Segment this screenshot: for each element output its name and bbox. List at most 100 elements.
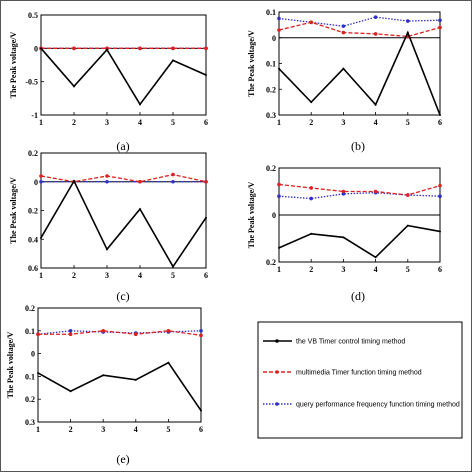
subfigure-caption: (c) (116, 289, 129, 303)
data-point (139, 208, 141, 211)
data-point (205, 216, 207, 219)
data-point (278, 246, 280, 249)
series-line-query-performance (278, 192, 441, 200)
series-line-vb-timer (40, 47, 207, 106)
x-tick-label: 6 (438, 265, 442, 274)
y-tick-label: 0.1 (266, 60, 276, 69)
data-point (73, 180, 75, 183)
x-tick-label: 2 (72, 118, 76, 127)
data-point (199, 333, 203, 338)
data-point (309, 20, 314, 25)
y-tick-label: 0.6 (28, 264, 38, 273)
data-point (139, 103, 141, 106)
data-point (406, 19, 410, 23)
series-line-query-performance (278, 16, 441, 27)
data-point (68, 329, 73, 333)
x-tick-label: 3 (105, 271, 109, 280)
x-tick-label: 1 (39, 118, 43, 127)
x-tick-label: 2 (309, 118, 313, 127)
data-point (406, 193, 410, 197)
data-point (68, 332, 73, 337)
subfigure-caption: (d) (351, 289, 365, 303)
data-point (373, 32, 378, 36)
series-line-vb-timer (37, 361, 202, 412)
plot-area-a (40, 14, 207, 116)
data-point (40, 47, 42, 50)
data-point (205, 74, 207, 76)
data-point (341, 24, 346, 28)
y-tick-label: 0.2 (28, 207, 38, 216)
y-axis-label: The Peak voltage/V (247, 30, 256, 97)
y-tick-label: -1 (31, 111, 38, 120)
data-point (172, 265, 174, 268)
data-point (438, 194, 442, 198)
plot-area-c (40, 152, 207, 269)
y-tick-label: 0 (34, 44, 38, 53)
data-point (406, 31, 409, 34)
series-line-vb-timer (40, 179, 207, 269)
data-point (73, 85, 75, 88)
legend-marker-0 (275, 339, 279, 343)
data-point (310, 101, 313, 104)
data-point (342, 236, 345, 239)
y-tick-label: 0.2 (28, 149, 38, 158)
data-point (438, 18, 442, 23)
x-tick-label: 3 (101, 425, 105, 434)
data-point (40, 236, 42, 239)
plot-area-b (278, 11, 441, 116)
x-tick-label: 4 (138, 118, 142, 127)
data-point (72, 46, 76, 51)
data-point (341, 30, 346, 35)
data-point (373, 15, 378, 19)
data-point (39, 174, 43, 178)
data-point (102, 374, 105, 377)
data-point (39, 179, 43, 184)
y-tick-label: 0.1 (25, 327, 35, 336)
x-tick-label: 4 (138, 271, 142, 280)
data-point (277, 182, 281, 187)
y-tick-label: 0.1 (266, 8, 276, 17)
series-line-multimedia-timer (40, 173, 207, 183)
data-point (277, 194, 281, 198)
data-point (171, 46, 175, 51)
x-tick-label: 1 (277, 265, 281, 274)
data-point (106, 48, 108, 51)
x-tick-label: 3 (341, 118, 345, 127)
data-point (138, 46, 142, 51)
y-axis-label: The Peak voltage/V (9, 31, 18, 98)
data-point (278, 67, 280, 70)
x-tick-label: 5 (406, 265, 410, 274)
subfigure-caption: (b) (351, 139, 365, 153)
data-point (167, 361, 170, 364)
y-tick-label: 0.2 (25, 304, 35, 313)
data-point (438, 25, 442, 30)
x-tick-label: 1 (39, 271, 43, 280)
y-tick-label: 0.3 (266, 111, 276, 120)
y-tick-label: 0.2 (266, 258, 276, 267)
y-axis-label: The Peak voltage/V (6, 331, 15, 398)
x-tick-label: 2 (309, 265, 313, 274)
y-tick-label: 0.2 (266, 85, 276, 94)
data-point (342, 67, 345, 70)
subfigure-caption: (e) (116, 452, 129, 466)
series-line-multimedia-timer (278, 21, 441, 38)
y-tick-label: 0 (272, 211, 276, 220)
data-point (36, 332, 40, 337)
data-point (204, 46, 208, 51)
chart-c: 0.2 0 0.2 0.4 0.61 2 3 4 5 6 The Peak voltage/V (c) (9, 149, 208, 303)
data-point (37, 371, 39, 374)
series-line-vb-timer (278, 30, 441, 116)
data-point (105, 179, 109, 184)
y-tick-label: -0.5 (25, 78, 38, 87)
y-tick-label: 0.2 (266, 164, 276, 173)
subfigure-caption: (a) (116, 139, 129, 153)
data-point (204, 179, 208, 184)
data-point (439, 114, 441, 116)
chart-b: 0.1 0 0.1 0.2 0.31 2 3 4 5 6 The Peak voltage/V (b) (247, 8, 442, 153)
y-tick-label: 0 (31, 350, 35, 359)
y-tick-label: 0.3 (25, 418, 35, 427)
y-tick-label: 0 (34, 178, 38, 187)
